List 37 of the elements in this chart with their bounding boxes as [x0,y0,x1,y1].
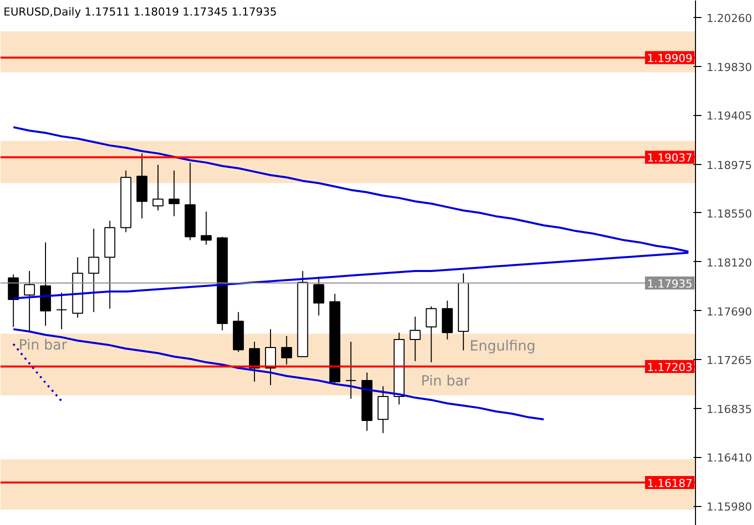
y-tick-label: 1.18975 [706,158,752,172]
y-tick-label: 1.17690 [706,305,752,318]
annotation: Pin bar [18,337,68,354]
annotation: Pin bar [420,374,470,390]
ref-line-label: 1.19909 [647,52,693,66]
candlestick [8,274,19,328]
candlestick [248,341,260,382]
candlestick [88,228,100,313]
y-tick-label: 1.15980 [706,500,752,514]
text: EURUSD,Daily 1.17511 1.18019 1.17345 1.17935 [4,6,277,18]
candlestick [152,164,164,211]
candlestick [265,328,276,386]
candlestick [281,336,292,366]
ref-line-label: 1.16187 [647,476,693,490]
ref-line-label: 1.17935 [647,277,693,290]
y-tick-label: 1.17265 [706,354,752,367]
candlestick [168,170,180,217]
ref-line-label: 1.19037 [647,152,693,165]
y-tick-label: 1.19830 [706,61,752,74]
y-tick-label: 1.20260 [706,12,752,26]
candlestick [24,270,35,334]
candlestick [378,386,389,434]
y-tick-label: 1.16410 [706,452,752,465]
ref-line-label: 1.17203 [647,361,693,374]
y-tick-label: 1.18120 [706,256,752,270]
candlestick [442,300,453,340]
candlestick [426,306,437,363]
y-tick-label: 1.16835 [706,403,752,416]
y-tick-label: 1.19405 [706,110,752,123]
candlestick [410,316,421,362]
candlestick [313,276,324,316]
candlestick [345,341,356,400]
annotation: Engulfing [470,338,536,354]
candlestick [56,292,68,330]
y-tick-label: 1.18550 [706,207,752,220]
candlestick [200,211,212,246]
line-series [12,328,545,420]
